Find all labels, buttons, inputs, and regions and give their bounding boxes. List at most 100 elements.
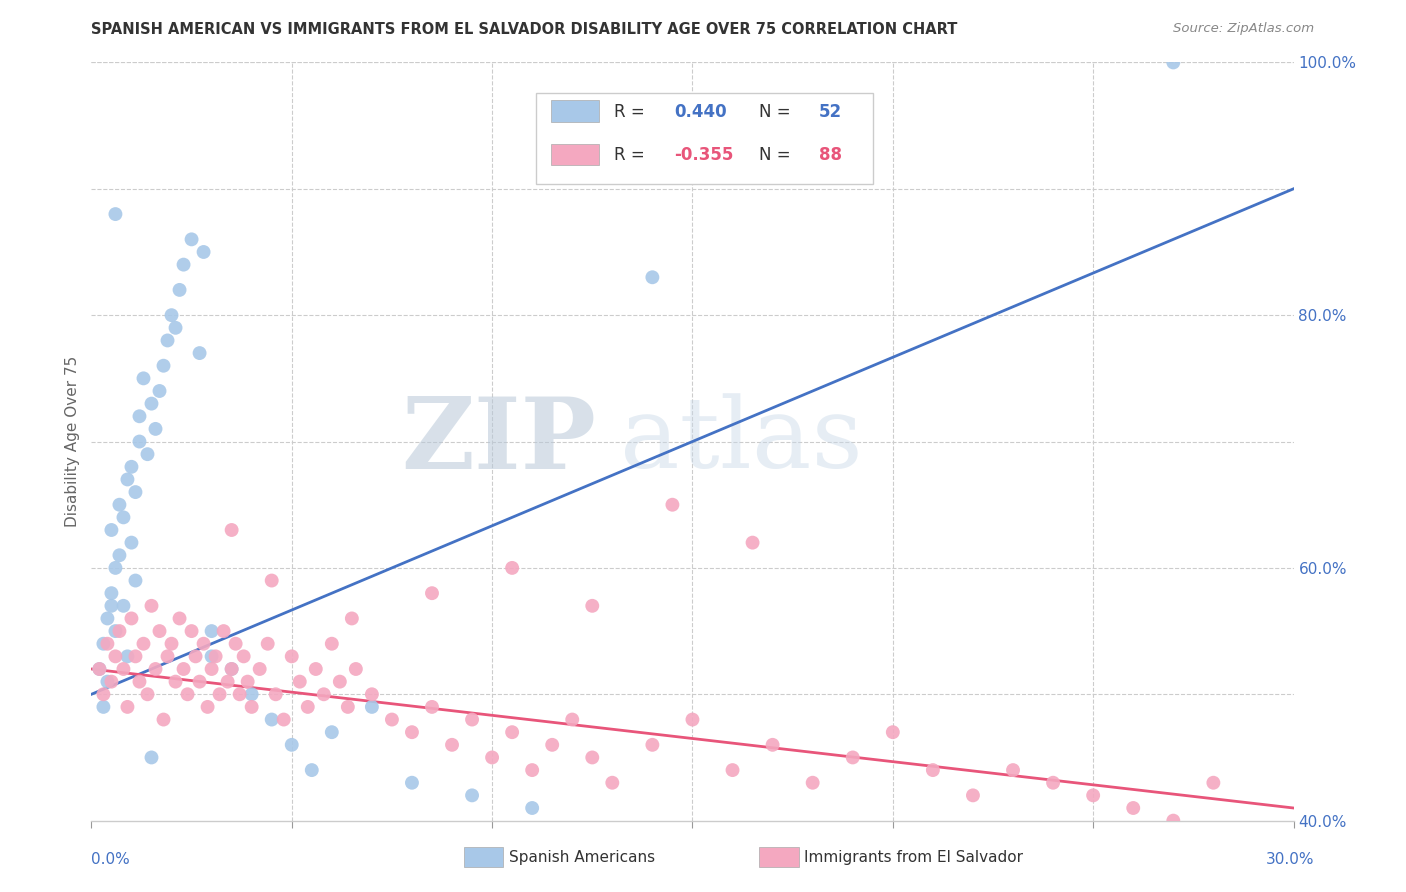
Point (236, 674, 259, 689)
Point (141, 396, 163, 410)
Point (561, 713, 583, 727)
Point (501, 725, 523, 739)
Point (340, 611, 363, 625)
Point (641, 738, 664, 752)
Point (228, 687, 250, 701)
Point (100, 523, 122, 537)
Point (541, 738, 564, 752)
Point (117, 699, 139, 714)
Point (124, 485, 146, 500)
Point (93, 637, 115, 651)
Point (344, 662, 367, 676)
Point (201, 662, 224, 676)
Point (1122, 801, 1144, 815)
Point (108, 498, 131, 512)
Bar (551, 144, 599, 165)
Point (321, 637, 343, 651)
Text: 52: 52 (818, 103, 842, 120)
Point (301, 763, 323, 777)
Point (100, 599, 122, 613)
Point (721, 763, 744, 777)
Text: 0.440: 0.440 (675, 103, 727, 120)
Point (89, 662, 111, 676)
Point (329, 674, 352, 689)
Point (93, 699, 115, 714)
Point (112, 599, 135, 613)
Point (180, 624, 202, 639)
Point (240, 699, 263, 714)
Point (221, 523, 243, 537)
Point (104, 561, 127, 575)
Point (801, 776, 824, 790)
Point (225, 637, 247, 651)
Point (681, 713, 703, 727)
Point (89, 662, 111, 676)
Point (100, 586, 122, 600)
Point (104, 624, 127, 639)
Point (152, 359, 174, 373)
Text: N =: N = (759, 146, 796, 164)
Point (193, 245, 215, 260)
Text: N =: N = (759, 103, 796, 120)
Point (104, 649, 127, 664)
Point (128, 409, 150, 424)
Text: 0.0%: 0.0% (91, 852, 131, 867)
Point (420, 699, 443, 714)
Text: ZIP: ZIP (401, 393, 596, 490)
Point (169, 283, 191, 297)
Text: 88: 88 (818, 146, 842, 164)
Point (112, 662, 135, 676)
Point (240, 687, 263, 701)
Point (581, 599, 603, 613)
Text: SPANISH AMERICAN VS IMMIGRANTS FROM EL SALVADOR DISABILITY AGE OVER 75 CORRELATI: SPANISH AMERICAN VS IMMIGRANTS FROM EL S… (91, 22, 957, 37)
Point (441, 738, 464, 752)
Point (281, 738, 304, 752)
Point (312, 687, 335, 701)
Point (1001, 763, 1024, 777)
Point (128, 674, 150, 689)
Point (208, 687, 231, 701)
Point (188, 346, 211, 360)
Point (481, 750, 503, 764)
Point (156, 649, 179, 664)
Point (176, 687, 198, 701)
Point (108, 548, 131, 563)
Point (152, 713, 174, 727)
Point (132, 371, 155, 385)
Point (136, 447, 159, 461)
Point (96, 611, 118, 625)
Point (401, 776, 423, 790)
Point (1161, 55, 1184, 70)
Point (260, 574, 283, 588)
Point (145, 662, 167, 676)
Point (273, 713, 295, 727)
Point (96, 637, 118, 651)
Point (221, 662, 243, 676)
Point (141, 599, 163, 613)
Point (136, 687, 159, 701)
Point (96, 674, 118, 689)
Point (193, 637, 215, 651)
Point (641, 270, 664, 285)
Point (461, 713, 484, 727)
Point (461, 789, 484, 803)
Point (100, 674, 122, 689)
Point (128, 434, 150, 449)
Point (148, 384, 170, 398)
Point (741, 535, 763, 549)
Point (381, 713, 404, 727)
Point (360, 699, 382, 714)
Point (1042, 776, 1064, 790)
Point (962, 789, 984, 803)
Point (173, 662, 195, 676)
Text: Immigrants from El Salvador: Immigrants from El Salvador (804, 850, 1024, 864)
Point (249, 662, 271, 676)
Point (1083, 789, 1105, 803)
Point (180, 232, 202, 246)
Point (121, 611, 143, 625)
Bar (551, 101, 599, 121)
FancyBboxPatch shape (536, 93, 873, 184)
Point (160, 308, 183, 322)
Point (108, 624, 131, 639)
Point (124, 574, 146, 588)
